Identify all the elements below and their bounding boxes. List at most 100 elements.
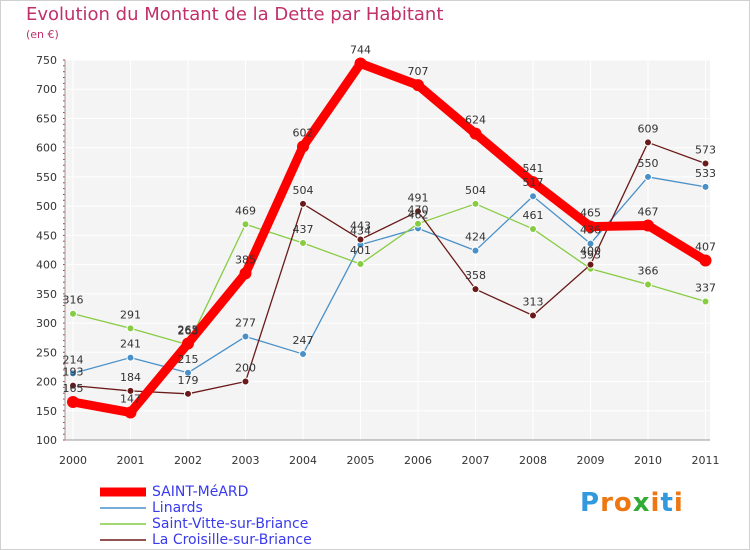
logo-letter: i — [673, 488, 684, 518]
x-tick-label: 2005 — [347, 454, 375, 467]
x-tick-label: 2009 — [577, 454, 605, 467]
y-tick-label: 700 — [36, 83, 57, 96]
legend-item: Linards — [98, 500, 312, 516]
data-label: 193 — [63, 366, 84, 379]
data-point — [414, 207, 422, 216]
data-label: 470 — [408, 204, 429, 217]
data-point — [124, 406, 137, 419]
data-point — [241, 220, 250, 229]
data-label: 366 — [638, 264, 659, 277]
chart-title: Evolution du Montant de la Dette par Hab… — [26, 4, 444, 25]
data-label: 179 — [178, 374, 199, 387]
data-label: 424 — [465, 231, 486, 244]
data-label: 316 — [63, 294, 84, 307]
y-tick-label: 100 — [36, 434, 57, 447]
data-label: 624 — [465, 114, 486, 127]
data-point — [239, 267, 252, 280]
x-tick-label: 2004 — [289, 454, 317, 467]
data-label: 517 — [523, 176, 544, 189]
data-label: 247 — [293, 334, 314, 347]
data-point — [469, 127, 482, 140]
data-point — [184, 389, 192, 398]
data-point — [69, 309, 77, 318]
data-point — [471, 246, 480, 255]
plot-area — [65, 60, 710, 440]
x-tick-label: 2008 — [519, 454, 547, 467]
data-point — [241, 332, 250, 341]
data-point — [584, 220, 597, 233]
data-label: 358 — [465, 269, 486, 282]
data-point — [184, 368, 192, 377]
y-tick-label: 450 — [36, 229, 57, 242]
data-point — [701, 182, 710, 191]
data-label: 434 — [350, 225, 371, 238]
data-label: 609 — [638, 122, 659, 135]
data-label: 436 — [580, 224, 601, 237]
data-label: 744 — [350, 44, 371, 57]
data-label: 337 — [695, 281, 716, 294]
y-tick-label: 200 — [36, 376, 57, 389]
y-tick-label: 650 — [36, 112, 57, 125]
data-label: 462 — [408, 208, 429, 221]
data-label: 241 — [120, 338, 141, 351]
data-point — [527, 176, 539, 189]
data-label: 469 — [235, 204, 256, 217]
data-label: 533 — [695, 167, 716, 180]
data-point — [529, 311, 537, 320]
data-point — [586, 260, 595, 269]
data-point — [299, 238, 307, 247]
data-point — [356, 235, 365, 244]
logo-letter: t — [660, 488, 674, 518]
data-label: 393 — [580, 249, 601, 262]
legend-swatch — [100, 539, 146, 541]
chart-legend: SAINT-MéARD Linards Saint-Vitte-sur-Bria… — [98, 484, 312, 548]
legend-item: La Croisille-sur-Briance — [98, 532, 312, 548]
data-point — [644, 138, 652, 147]
data-label: 401 — [350, 244, 371, 257]
data-point — [586, 239, 595, 248]
legend-label: Saint-Vitte-sur-Briance — [152, 516, 309, 532]
logo-letter: P — [580, 488, 601, 518]
series-line — [68, 59, 710, 418]
x-tick-label: 2001 — [117, 454, 145, 467]
data-label: 573 — [695, 143, 716, 156]
data-point — [126, 353, 135, 362]
x-tick-label: 2000 — [59, 454, 87, 467]
data-label: 541 — [523, 162, 544, 175]
data-point — [529, 192, 537, 201]
y-tick-label: 750 — [36, 54, 57, 67]
data-point — [299, 350, 307, 359]
data-point — [182, 337, 194, 350]
data-point — [299, 199, 307, 208]
data-point — [126, 324, 135, 333]
data-point — [642, 219, 654, 232]
x-tick-label: 2006 — [404, 454, 432, 467]
data-point — [67, 396, 79, 408]
data-label: 263 — [178, 325, 199, 338]
data-point — [701, 297, 710, 306]
y-tick-label: 400 — [36, 259, 57, 272]
data-point — [644, 280, 652, 289]
legend-swatch — [100, 507, 146, 509]
data-point — [356, 260, 365, 269]
x-tick-label: 2010 — [634, 454, 662, 467]
data-label: 214 — [63, 353, 84, 366]
y-tick-label: 550 — [36, 171, 57, 184]
data-point — [69, 381, 77, 390]
data-label: 550 — [638, 157, 659, 170]
x-tick-label: 2011 — [692, 454, 720, 467]
data-label: 215 — [178, 353, 199, 366]
logo-letter: o — [613, 488, 633, 518]
data-label: 465 — [580, 207, 601, 220]
data-label: 504 — [293, 184, 314, 197]
data-label: 407 — [695, 241, 716, 254]
data-point — [354, 57, 367, 70]
series-line — [72, 141, 707, 395]
data-label: 707 — [408, 65, 429, 78]
x-tick-label: 2002 — [174, 454, 202, 467]
data-label: 461 — [523, 209, 544, 222]
y-tick-label: 250 — [36, 346, 57, 359]
data-label: 385 — [235, 253, 256, 266]
data-point — [471, 285, 480, 294]
x-tick-label: 2003 — [232, 454, 260, 467]
